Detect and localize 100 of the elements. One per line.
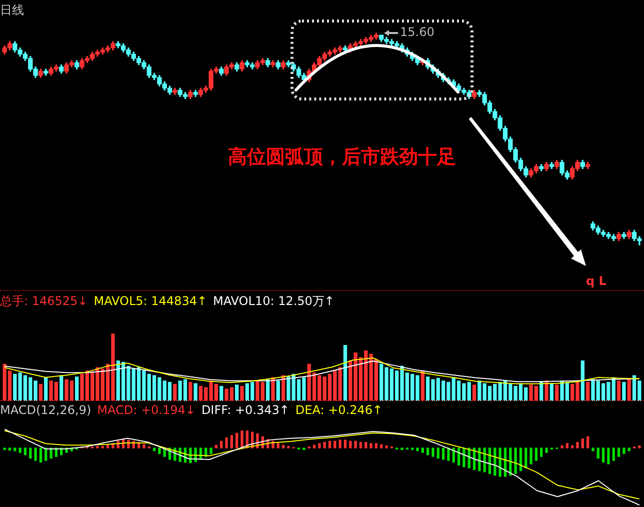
bar [545,448,548,453]
annotation: 高位圆弧顶，后市跌劲十足 [228,146,456,168]
bar [18,448,22,453]
bar [580,360,584,401]
bar [586,436,590,448]
bar [570,445,574,448]
bar [349,440,352,448]
bar [287,446,290,448]
bar [544,380,548,401]
bar [14,448,16,452]
bar [519,448,522,472]
bar [566,443,568,448]
bar [638,445,641,448]
bar [343,345,348,401]
bar [328,440,332,448]
bar [410,448,414,450]
bar [560,445,564,448]
bar [359,442,362,448]
bar [29,448,32,459]
series-label: DEA: +0.246↑ [295,403,383,417]
bar [612,448,615,461]
bar [142,444,146,448]
bar [240,430,244,448]
bar [220,440,223,448]
bar [374,443,378,448]
bar [3,448,6,450]
bar [210,448,212,454]
bar [416,448,419,452]
bar [38,384,43,401]
bar [540,448,543,457]
text: MACD: +0.194↓ [97,403,196,417]
bar [530,448,532,464]
bar [607,448,610,464]
bar [586,382,590,401]
bar [302,448,306,450]
bar [152,448,156,452]
text: q L [586,274,607,288]
text: 总手: 146525↓ [0,294,88,308]
bar [514,448,517,474]
bar [8,448,12,451]
bar [524,448,528,468]
bar [240,386,244,401]
bar [442,448,445,460]
bar [96,446,99,448]
bar [173,384,177,401]
bar [596,448,600,459]
series-label: DIFF: +0.343↑ [201,403,290,417]
bar [622,382,626,401]
chart-title: 日线 [0,3,24,17]
bar [602,448,605,463]
bar [334,440,336,448]
bar [236,432,238,448]
bar [622,448,626,454]
bar [60,375,64,401]
bar [276,380,280,401]
text: MAVOL5: 144834↑ [94,294,208,308]
bar [282,444,285,448]
bar [534,448,538,461]
bar [50,448,52,459]
bar [235,384,239,401]
bar [370,443,372,448]
bar [158,448,161,454]
bar [576,442,579,448]
bar [555,384,559,401]
bar [344,440,347,448]
bar [39,448,42,463]
bar [75,376,79,401]
bar [380,444,383,448]
chart-title: MACD(12,26,9) [0,403,92,417]
bar [34,448,37,461]
bar [581,438,584,448]
bar [617,448,620,457]
bar [101,446,104,448]
text: MAVOL10: 12.50万↑ [213,294,334,308]
annotation: 15.60 [400,25,434,40]
bar [44,377,48,401]
bar [421,448,424,453]
bar [627,379,631,401]
bar [436,448,440,459]
bar [385,445,388,448]
bar [426,448,430,456]
bar [271,377,275,401]
bar [616,380,621,401]
bar [400,448,404,450]
bar [312,444,316,448]
bar [472,384,476,401]
bar [628,448,630,452]
bar [364,442,368,448]
bar [354,440,357,448]
bar [194,383,198,401]
bar [230,435,234,448]
bar [276,443,280,448]
bar [432,448,434,457]
bar [188,382,192,401]
bar [338,440,342,448]
bar [592,448,594,452]
bar [24,448,27,456]
bar [214,444,218,448]
bar [225,437,228,448]
bar [498,448,502,477]
